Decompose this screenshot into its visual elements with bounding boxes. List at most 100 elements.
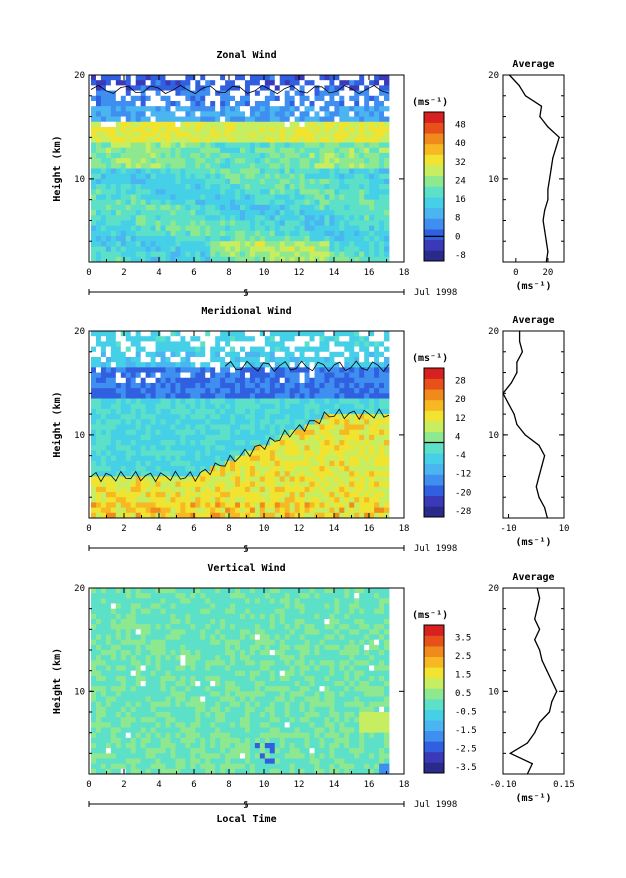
heatmap-cell	[319, 137, 324, 143]
heatmap-cell	[344, 476, 349, 482]
heatmap-cell	[339, 231, 344, 237]
heatmap-cell	[200, 598, 205, 604]
heatmap-cell	[344, 487, 349, 493]
heatmap-cell	[329, 508, 334, 514]
heatmap-cell	[285, 246, 290, 252]
heatmap-cell	[275, 598, 280, 604]
heatmap-cell	[131, 231, 136, 237]
heatmap-cell	[166, 189, 171, 195]
heatmap-cell	[255, 153, 260, 159]
heatmap-cell	[126, 200, 131, 206]
heatmap-cell	[384, 331, 389, 337]
heatmap-cell	[166, 231, 171, 237]
heatmap-cell	[170, 614, 175, 620]
heatmap-cell	[285, 148, 290, 154]
heatmap-cell	[285, 111, 290, 117]
heatmap-cell	[96, 352, 101, 358]
heatmap-cell	[290, 609, 295, 615]
heatmap-cell	[141, 158, 146, 164]
heatmap-cell	[324, 220, 329, 226]
heatmap-cell	[215, 158, 220, 164]
heatmap-cell	[151, 508, 156, 514]
heatmap-cell	[235, 246, 240, 252]
heatmap-cell	[111, 367, 116, 373]
heatmap-cell	[369, 127, 374, 133]
heatmap-cell	[344, 252, 349, 258]
heatmap-cell	[111, 440, 116, 446]
heatmap-cell	[200, 246, 205, 252]
heatmap-cell	[205, 153, 210, 159]
heatmap-cell	[250, 614, 255, 620]
heatmap-cell	[379, 450, 384, 456]
heatmap-cell	[126, 362, 131, 368]
heatmap-cell	[190, 604, 195, 610]
heatmap-cell	[220, 471, 225, 477]
heatmap-cell	[146, 487, 151, 493]
heatmap-cell	[195, 619, 200, 625]
heatmap-cell	[175, 158, 180, 164]
heatmap-cell	[295, 158, 300, 164]
heatmap-cell	[275, 409, 280, 415]
heatmap-cell	[175, 414, 180, 420]
heatmap-cell	[290, 425, 295, 431]
heatmap-cell	[220, 476, 225, 482]
heatmap-cell	[265, 163, 270, 169]
heatmap-cell	[255, 409, 260, 415]
heatmap-cell	[369, 404, 374, 410]
heatmap-cell	[190, 231, 195, 237]
heatmap-cell	[354, 336, 359, 342]
heatmap-cell	[334, 476, 339, 482]
heatmap-cell	[349, 148, 354, 154]
heatmap-cell	[170, 184, 175, 190]
heatmap-cell	[146, 440, 151, 446]
heatmap-cell	[141, 91, 146, 97]
heatmap-cell	[334, 456, 339, 462]
heatmap-cell	[255, 132, 260, 138]
heatmap-cell	[290, 614, 295, 620]
heatmap-cell	[270, 75, 275, 81]
heatmap-cell	[175, 137, 180, 143]
heatmap-cell	[161, 122, 166, 128]
heatmap-cell	[126, 80, 131, 86]
heatmap-cell	[315, 373, 320, 379]
heatmap-cell	[96, 117, 101, 123]
heatmap-cell	[329, 205, 334, 211]
heatmap-cell	[205, 430, 210, 436]
heatmap-cell	[245, 174, 250, 180]
heatmap-cell	[310, 357, 315, 363]
heatmap-cell	[369, 148, 374, 154]
heatmap-cell	[305, 604, 310, 610]
heatmap-cell	[255, 101, 260, 107]
heatmap-cell	[285, 127, 290, 133]
heatmap-cell	[374, 137, 379, 143]
profile-point	[519, 330, 520, 331]
heatmap-cell	[156, 174, 161, 180]
heatmap-cell	[275, 614, 280, 620]
heatmap-cell	[339, 609, 344, 615]
x-tick-label: 12	[294, 268, 305, 278]
heatmap-cell	[141, 588, 146, 594]
heatmap-cell	[374, 252, 379, 258]
heatmap-cell	[339, 482, 344, 488]
heatmap-cell	[305, 184, 310, 190]
heatmap-cell	[121, 148, 126, 154]
heatmap-cell	[265, 404, 270, 410]
heatmap-cell	[185, 169, 190, 175]
heatmap-cell	[300, 101, 305, 107]
heatmap-cell	[374, 143, 379, 149]
heatmap-cell	[245, 373, 250, 379]
heatmap-cell	[126, 231, 131, 237]
heatmap-cell	[334, 399, 339, 405]
heatmap-cell	[354, 158, 359, 164]
heatmap-cell	[96, 383, 101, 389]
heatmap-cell	[334, 189, 339, 195]
heatmap-cell	[106, 241, 111, 247]
heatmap-cell	[250, 122, 255, 128]
heatmap-cell	[245, 252, 250, 258]
heatmap-cell	[235, 137, 240, 143]
heatmap-cell	[200, 414, 205, 420]
heatmap-cell	[245, 593, 250, 599]
heatmap-cell	[250, 231, 255, 237]
heatmap-cell	[310, 179, 315, 185]
heatmap-cell	[106, 226, 111, 232]
